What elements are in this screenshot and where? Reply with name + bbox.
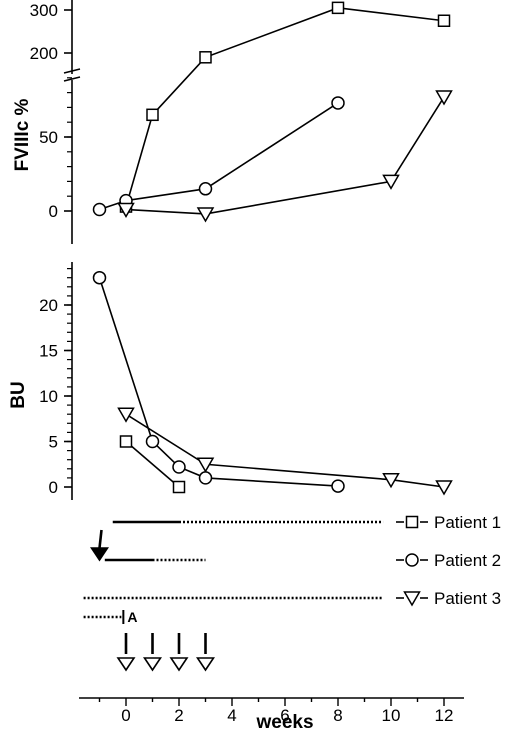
fviii-tick-label: 300 <box>30 1 58 20</box>
axis-break-mark <box>63 68 81 82</box>
fviii-y-label: FVIIIc % <box>12 98 33 171</box>
fviii-tick-label: 50 <box>39 128 58 147</box>
dose-arrow-head <box>143 657 162 672</box>
x-tick-label: 8 <box>333 706 342 725</box>
bu-point-patient-3 <box>382 472 400 489</box>
x-tick-label: 6 <box>280 706 289 725</box>
x-tick-label: 10 <box>382 706 401 725</box>
bu-point-patient-2 <box>198 471 213 485</box>
x-axis-label: weeks <box>255 712 313 730</box>
fviii-tick-label: 200 <box>30 44 58 63</box>
x-tick-label: 4 <box>227 706 236 725</box>
timeline-row-patient-3: Patient 3 <box>83 589 501 608</box>
timeline-row-patient-1: Patient 1 <box>112 513 501 532</box>
fviii-point-patient-1 <box>437 14 451 27</box>
fviii-line-patient-3 <box>125 96 445 215</box>
fviii-point-patient-2 <box>198 182 213 196</box>
bu-point-patient-2 <box>172 460 186 474</box>
fviii-point-patient-1 <box>199 51 212 64</box>
fviii-point-patient-3 <box>117 202 135 219</box>
bu-point-patient-3 <box>435 480 453 496</box>
x-ticks: 0 2 4 6 8 10 12 <box>98 698 454 725</box>
bu-tick-label: 20 <box>39 296 58 315</box>
treatment-timeline: Patient 1 Patient 2 Patient 3 A <box>83 513 501 672</box>
fviii-point-patient-1 <box>146 108 159 122</box>
legend-marker-patient-3 <box>403 591 421 607</box>
legend-marker-patient-1 <box>405 515 419 529</box>
bu-point-patient-1 <box>119 435 133 448</box>
bu-y-ticks: 0 5 10 15 20 <box>39 268 72 497</box>
start-arrow-head <box>90 547 109 562</box>
fviii-panel: 0 50 200 300 FVIIIc % <box>12 0 453 244</box>
fviii-series-markers <box>92 1 453 223</box>
legend-label-patient-2: Patient 2 <box>434 551 501 570</box>
weeks-x-axis: 0 2 4 6 8 10 12 weeks <box>79 697 464 730</box>
dose-arrow-head <box>116 657 136 672</box>
x-tick-label: 12 <box>435 706 454 725</box>
bu-tick-label: 0 <box>49 478 58 497</box>
bu-tick-label: 10 <box>39 387 58 406</box>
legend-label-patient-1: Patient 1 <box>434 513 501 532</box>
bu-series-lines <box>98 277 445 488</box>
bu-series-markers <box>92 270 453 496</box>
legend-marker-patient-2 <box>405 553 419 567</box>
bu-point-patient-3 <box>117 407 135 423</box>
bu-y-label: BU <box>8 381 29 408</box>
bu-tick-label: 5 <box>49 433 58 452</box>
bu-line-patient-3 <box>125 413 445 488</box>
timeline-row-patient-2: Patient 2 <box>104 551 501 570</box>
bu-line-patient-1 <box>125 440 180 488</box>
fviii-tick-label: 0 <box>49 202 58 221</box>
legend-label-patient-3: Patient 3 <box>434 589 501 608</box>
bu-point-patient-2 <box>331 479 345 493</box>
bu-panel: 0 5 10 15 20 BU <box>8 262 453 500</box>
fviii-point-patient-2 <box>331 96 345 110</box>
fviii-point-patient-1 <box>331 1 345 15</box>
bu-tick-label: 15 <box>39 342 58 361</box>
fviii-point-patient-2 <box>92 202 107 217</box>
dose-arrow-head <box>169 657 189 672</box>
bu-point-patient-3 <box>196 457 215 473</box>
bu-line-patient-2 <box>98 277 339 487</box>
x-tick-label: 0 <box>121 706 130 725</box>
fviii-point-patient-3 <box>435 90 453 106</box>
a-label: A <box>127 609 137 625</box>
fviii-point-patient-3 <box>382 174 400 190</box>
start-arrow-shaft <box>98 529 103 549</box>
fviii-y-ticks: 0 50 200 300 <box>30 1 72 221</box>
bu-point-patient-2 <box>145 434 160 449</box>
fviii-point-patient-3 <box>196 207 215 223</box>
bu-point-patient-2 <box>92 270 107 285</box>
fviii-line-patient-2 <box>99 102 339 211</box>
x-tick-label: 2 <box>174 706 183 725</box>
bu-point-patient-1 <box>172 480 186 494</box>
dose-arrow-head <box>196 657 215 672</box>
